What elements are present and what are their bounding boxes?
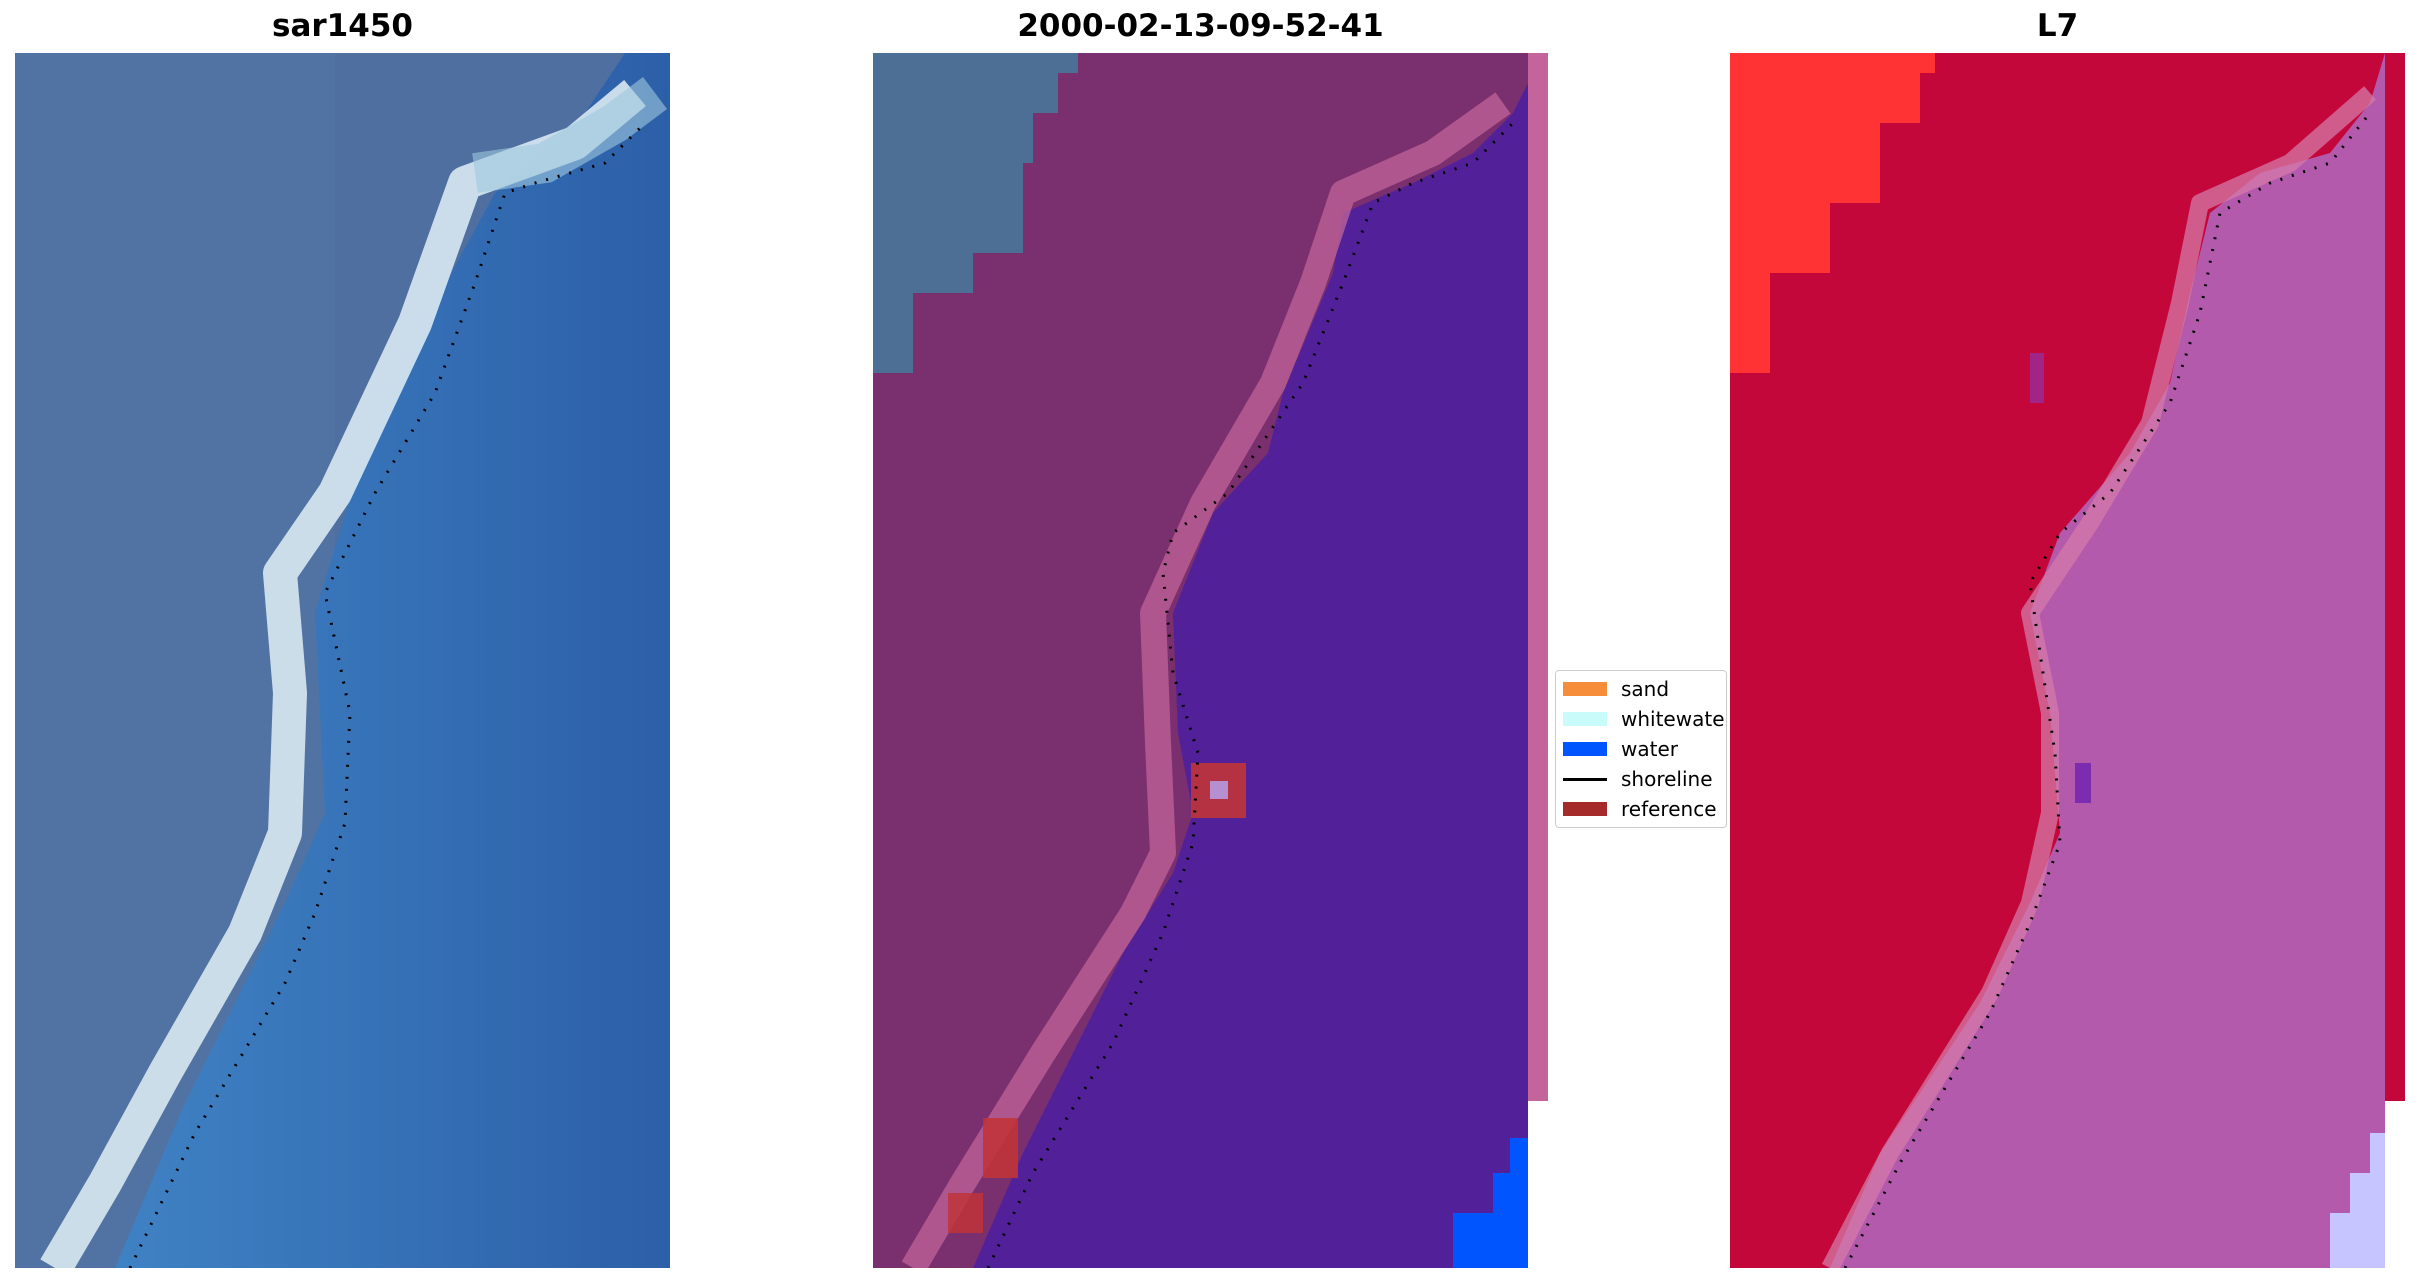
index-image xyxy=(1730,53,2405,1268)
class-water-patch xyxy=(1453,1138,1528,1268)
classification-panel xyxy=(873,53,1548,1268)
legend-swatch-water xyxy=(1563,742,1607,756)
class-edge xyxy=(901,92,1511,1268)
class-water xyxy=(973,83,1528,1268)
legend-label-water: water xyxy=(1621,737,1678,761)
index-light-patch xyxy=(2330,1133,2385,1268)
class-right-strip xyxy=(1528,53,1548,1101)
legend-item-reference: reference xyxy=(1563,797,1717,821)
rgb-shoreline xyxy=(128,121,647,1268)
legend-item-shoreline: shoreline xyxy=(1563,767,1713,791)
legend-label-shoreline: shoreline xyxy=(1621,767,1713,791)
panel-title-index: L7 xyxy=(2036,8,2079,44)
legend: sand whitewater water shoreline referenc… xyxy=(1555,670,1727,828)
rgb-image xyxy=(15,53,670,1268)
legend-item-whitewater: whitewater xyxy=(1563,707,1727,731)
legend-line-shoreline xyxy=(1563,777,1607,781)
classification-image xyxy=(873,53,1548,1268)
class-shoreline xyxy=(986,121,1515,1268)
legend-swatch-whitewater xyxy=(1563,712,1607,726)
legend-item-sand: sand xyxy=(1563,677,1669,701)
legend-swatch-sand xyxy=(1563,682,1607,696)
panel-title-classified: 2000-02-13-09-52-41 xyxy=(1017,8,1384,44)
class-rgb-corner xyxy=(873,53,1078,373)
legend-swatch-reference xyxy=(1563,802,1607,816)
index-bright-corner xyxy=(1730,53,1935,373)
rgb-image-panel xyxy=(15,53,670,1268)
rgb-sea xyxy=(115,53,670,1268)
legend-label-reference: reference xyxy=(1621,797,1717,821)
index-sea xyxy=(1830,53,2385,1268)
index-shoreline xyxy=(1843,112,2372,1268)
index-panel xyxy=(1730,53,2405,1268)
legend-label-whitewater: whitewater xyxy=(1621,707,1727,731)
panel-title-rgb: sar1450 xyxy=(272,8,413,44)
index-edge xyxy=(1822,86,2376,1268)
legend-label-sand: sand xyxy=(1621,677,1670,701)
legend-item-water: water xyxy=(1563,737,1678,761)
